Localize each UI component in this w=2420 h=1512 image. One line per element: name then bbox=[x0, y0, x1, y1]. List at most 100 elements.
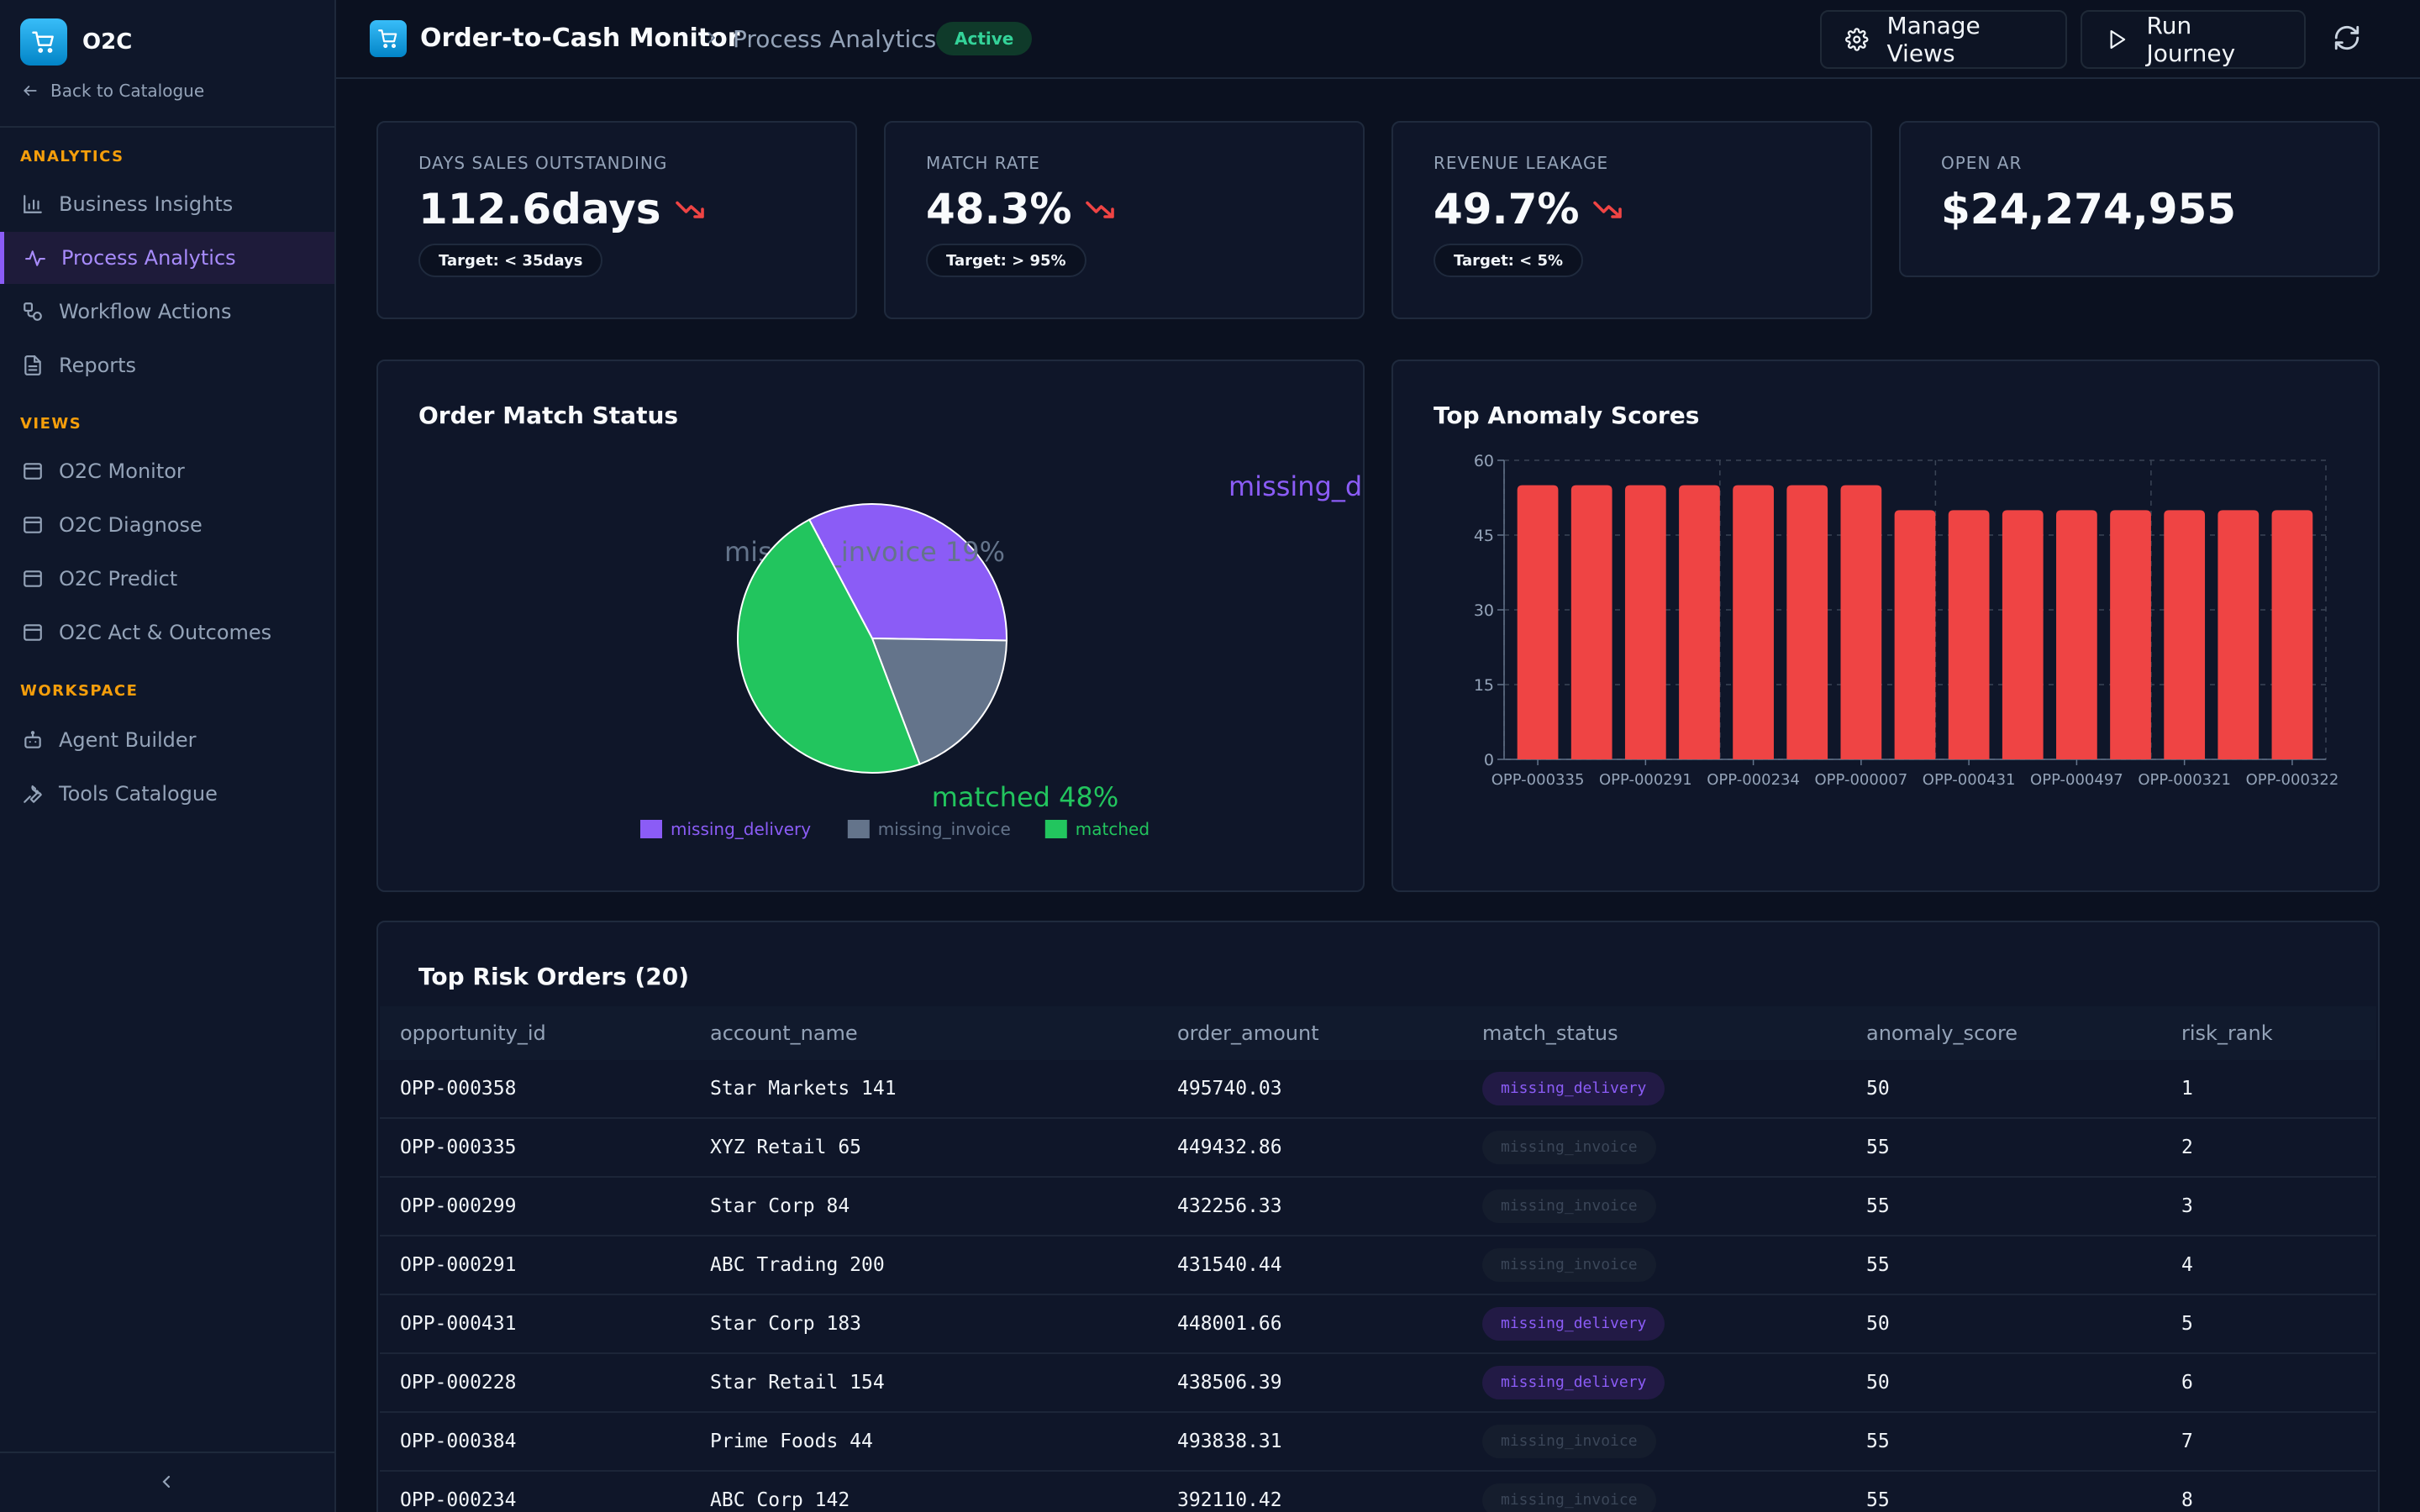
bar-OPP-000299 bbox=[1570, 485, 1612, 759]
kpi-value-text: 48.3% bbox=[926, 185, 1072, 234]
sidebar-item-o2c-monitor[interactable]: O2C Monitor bbox=[0, 445, 334, 497]
section-label-views: VIEWS bbox=[20, 415, 82, 433]
column-header[interactable]: risk_rank bbox=[2181, 1021, 2273, 1045]
back-to-catalogue-link[interactable]: Back to Catalogue bbox=[22, 81, 204, 101]
bar-OPP-000228 bbox=[2002, 510, 2044, 759]
table-cell-risk_rank: 2 bbox=[2181, 1137, 2193, 1158]
sidebar-item-label: O2C Act & Outcomes bbox=[59, 621, 272, 644]
sidebar-item-label: O2C Monitor bbox=[59, 459, 185, 483]
sidebar-divider bbox=[0, 126, 334, 128]
refresh-icon bbox=[2334, 25, 2360, 50]
pie-label-matched: matched 48% bbox=[932, 781, 1119, 813]
table-cell-opportunity_id: OPP-000335 bbox=[400, 1137, 517, 1158]
sidebar-item-o2c-act-outcomes[interactable]: O2C Act & Outcomes bbox=[0, 606, 334, 659]
status-badge: missing_delivery bbox=[1482, 1307, 1665, 1341]
table-row[interactable]: OPP-000228 Star Retail 154 438506.39 missin… bbox=[380, 1354, 2376, 1413]
sidebar-item-o2c-diagnose[interactable]: O2C Diagnose bbox=[0, 499, 334, 551]
chevron-right-icon bbox=[708, 32, 716, 44]
column-header[interactable]: opportunity_id bbox=[400, 1021, 546, 1045]
y-tick-label: 45 bbox=[1474, 527, 1494, 545]
arrow-left-icon bbox=[24, 86, 37, 96]
status-badge: missing_delivery bbox=[1482, 1366, 1665, 1399]
cart-icon bbox=[370, 20, 407, 57]
table-cell-order_amount: 432256.33 bbox=[1177, 1195, 1282, 1217]
table-cell-order_amount: 493838.31 bbox=[1177, 1431, 1282, 1452]
sidebar-item-business-insights[interactable]: Business Insights bbox=[0, 178, 334, 230]
column-header[interactable]: match_status bbox=[1482, 1021, 1618, 1045]
column-header[interactable]: order_amount bbox=[1177, 1021, 1319, 1045]
sidebar-item-process-analytics[interactable]: Process Analytics bbox=[0, 232, 334, 284]
kpi-label: OPEN AR bbox=[1941, 153, 2023, 173]
table-row[interactable]: OPP-000234 ABC Corp 142 392110.42 missing_i… bbox=[380, 1472, 2376, 1512]
collapse-sidebar-button[interactable] bbox=[156, 1472, 176, 1495]
section-label-analytics: ANALYTICS bbox=[20, 148, 124, 165]
brand[interactable]: O2C bbox=[20, 18, 132, 66]
table-cell-opportunity_id: OPP-000384 bbox=[400, 1431, 517, 1452]
column-header[interactable]: anomaly_score bbox=[1866, 1021, 2018, 1045]
chart-title: Order Match Status bbox=[418, 402, 679, 429]
kpi-value-text: 112.6days bbox=[418, 185, 661, 234]
sidebar-footer-divider bbox=[0, 1452, 334, 1453]
x-tick-label: OPP-000291 bbox=[1599, 771, 1692, 789]
robot-icon bbox=[24, 731, 41, 748]
sidebar-item-label: Process Analytics bbox=[61, 246, 236, 270]
table-row[interactable]: OPP-000431 Star Corp 183 448001.66 missing_… bbox=[380, 1295, 2376, 1354]
legend-label-matched: matched bbox=[1076, 819, 1150, 839]
table-cell-account_name: ABC Trading 200 bbox=[710, 1254, 885, 1276]
breadcrumb[interactable]: Process Analytics bbox=[733, 25, 937, 53]
order-match-status-panel: Order Match Status missing_delivery 33% m… bbox=[376, 360, 1365, 892]
wrench-icon bbox=[24, 785, 42, 803]
bar-chart-icon bbox=[24, 195, 42, 213]
legend-label-missing_delivery: missing_delivery bbox=[671, 819, 811, 839]
y-tick-label: 60 bbox=[1474, 452, 1494, 470]
match-status-cell: missing_invoice bbox=[1482, 1425, 1656, 1458]
bar-OPP-000291 bbox=[1624, 485, 1666, 759]
table-cell-opportunity_id: OPP-000228 bbox=[400, 1372, 517, 1394]
run-journey-button[interactable]: Run Journey bbox=[2081, 10, 2306, 69]
sidebar-item-reports[interactable]: Reports bbox=[0, 339, 334, 391]
sidebar-item-agent-builder[interactable]: Agent Builder bbox=[0, 714, 334, 766]
table-cell-account_name: Star Markets 141 bbox=[710, 1078, 897, 1100]
kpi-value-text: $24,274,955 bbox=[1941, 185, 2237, 234]
window-icon bbox=[24, 463, 42, 480]
table-title: Top Risk Orders (20) bbox=[418, 963, 690, 990]
table-cell-opportunity_id: OPP-000234 bbox=[400, 1489, 517, 1511]
table-cell-order_amount: 448001.66 bbox=[1177, 1313, 1282, 1335]
bar-OPP-000321 bbox=[2164, 510, 2206, 759]
table-cell-risk_rank: 8 bbox=[2181, 1489, 2193, 1511]
table-row[interactable]: OPP-000299 Star Corp 84 432256.33 missing_i… bbox=[380, 1178, 2376, 1236]
legend-label-missing_invoice: missing_invoice bbox=[878, 819, 1011, 839]
kpi-target: Target: > 95% bbox=[926, 244, 1086, 277]
gear-icon bbox=[1845, 28, 1869, 51]
table-row[interactable]: OPP-000335 XYZ Retail 65 449432.86 missing_… bbox=[380, 1119, 2376, 1178]
x-tick-label: OPP-000497 bbox=[2030, 771, 2123, 789]
table-cell-account_name: Star Corp 84 bbox=[710, 1195, 850, 1217]
bar-OPP-000322 bbox=[2271, 510, 2313, 759]
table-row[interactable]: OPP-000291 ABC Trading 200 431540.44 missin… bbox=[380, 1236, 2376, 1295]
bar-OPP-000112 bbox=[2110, 510, 2151, 759]
x-tick-label: OPP-000321 bbox=[2138, 771, 2231, 789]
column-header[interactable]: account_name bbox=[710, 1021, 858, 1045]
refresh-button[interactable] bbox=[2333, 24, 2361, 55]
sidebar-item-label: O2C Diagnose bbox=[59, 513, 203, 537]
pie-slice-matched bbox=[737, 518, 921, 774]
manage-views-button[interactable]: Manage Views bbox=[1820, 10, 2067, 69]
table-row[interactable]: OPP-000384 Prime Foods 44 493838.31 missing… bbox=[380, 1413, 2376, 1472]
kpi-target: Target: < 35days bbox=[418, 244, 603, 277]
sidebar-item-o2c-predict[interactable]: O2C Predict bbox=[0, 553, 334, 605]
bar-OPP-000007 bbox=[1840, 485, 1882, 759]
bar-chart: 0 15 30 45 60 OPP-000335 OPP-000291 OPP-000234 O… bbox=[1474, 452, 2338, 789]
table-cell-anomaly_score: 55 bbox=[1866, 1137, 1890, 1158]
kpi-card-open-ar: OPEN AR $24,274,955 bbox=[1899, 121, 2380, 277]
sidebar-item-label: Agent Builder bbox=[59, 728, 197, 752]
status-badge: missing_delivery bbox=[1482, 1072, 1665, 1105]
table-cell-risk_rank: 5 bbox=[2181, 1313, 2193, 1335]
sidebar-item-tools-catalogue[interactable]: Tools Catalogue bbox=[0, 768, 334, 820]
table-cell-account_name: Prime Foods 44 bbox=[710, 1431, 873, 1452]
status-badge: Active bbox=[936, 22, 1033, 55]
sidebar-item-workflow-actions[interactable]: Workflow Actions bbox=[0, 286, 334, 338]
table-row[interactable]: OPP-000358 Star Markets 141 495740.03 missi… bbox=[380, 1060, 2376, 1119]
match-status-cell: missing_invoice bbox=[1482, 1189, 1656, 1223]
table-cell-risk_rank: 7 bbox=[2181, 1431, 2193, 1452]
match-status-cell: missing_invoice bbox=[1482, 1131, 1656, 1164]
